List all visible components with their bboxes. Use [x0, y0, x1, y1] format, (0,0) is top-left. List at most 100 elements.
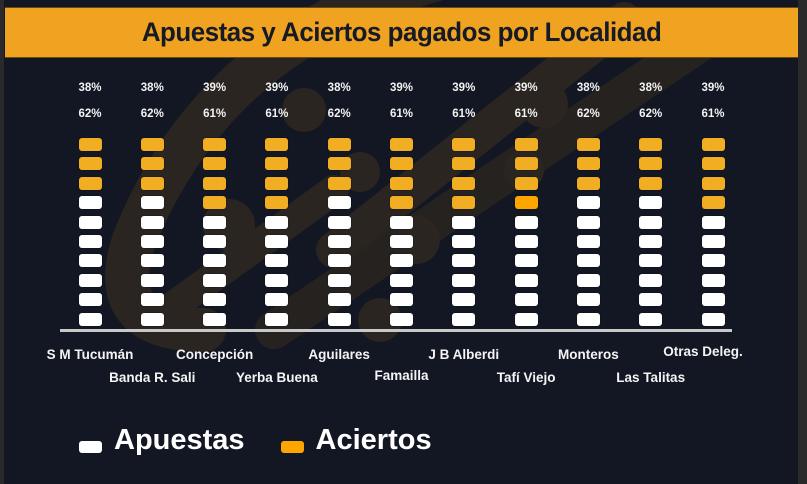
- apuestas-block: [140, 273, 164, 287]
- aciertos-block: [390, 176, 413, 190]
- aciertos-block: [576, 157, 600, 171]
- aciertos-block: [327, 157, 351, 171]
- category-label: Aguilares: [308, 347, 370, 362]
- apuestas-block: [327, 215, 351, 229]
- apuestas-block: [639, 196, 663, 210]
- aciertos-block: [140, 176, 164, 190]
- chart-title: Apuestas y Aciertos pagados por Localida…: [142, 17, 662, 47]
- column-8: 39% 61%: [501, 78, 551, 332]
- apuestas-block: [390, 293, 413, 307]
- block-stack: [140, 138, 164, 332]
- apuestas-block: [203, 293, 227, 307]
- apuestas-block: [514, 234, 538, 248]
- apuestas-block: [327, 254, 351, 268]
- legend-item-aciertos: Aciertos: [280, 424, 432, 457]
- apuestas-percent: 61%: [514, 108, 538, 120]
- apuestas-percent: 61%: [265, 108, 289, 120]
- category-label: Banda R. Sali: [109, 370, 196, 385]
- apuestas-block: [514, 254, 538, 268]
- legend-item-apuestas: Apuestas: [79, 424, 245, 457]
- aciertos-block: [576, 176, 600, 190]
- aciertos-block: [265, 138, 289, 151]
- apuestas-block: [639, 215, 663, 229]
- aciertos-block: [203, 157, 227, 171]
- apuestas-swatch-icon: [79, 440, 102, 453]
- apuestas-block: [140, 196, 164, 210]
- apuestas-block: [140, 254, 164, 268]
- column-9: 38% 62%: [563, 78, 613, 332]
- apuestas-block: [327, 234, 351, 248]
- apuestas-block: [576, 196, 600, 210]
- category-label: Las Talitas: [616, 370, 686, 385]
- aciertos-block: [514, 196, 538, 210]
- apuestas-block: [576, 254, 600, 268]
- apuestas-block: [140, 234, 164, 248]
- block-stack: [390, 138, 413, 332]
- aciertos-block: [265, 176, 289, 190]
- aciertos-block: [78, 157, 102, 171]
- category-label: Monteros: [558, 347, 619, 362]
- aciertos-block: [452, 138, 476, 151]
- apuestas-block: [701, 312, 725, 326]
- category-label: Yerba Buena: [235, 370, 318, 385]
- apuestas-block: [452, 234, 476, 248]
- aciertos-block: [390, 157, 413, 171]
- apuestas-block: [390, 273, 413, 287]
- apuestas-block: [701, 293, 725, 307]
- apuestas-block: [78, 254, 102, 268]
- aciertos-block: [327, 176, 351, 190]
- legend: Apuestas Aciertos: [79, 424, 468, 457]
- apuestas-block: [701, 234, 725, 248]
- aciertos-block: [265, 157, 289, 171]
- legend-label-apuestas: Apuestas: [114, 424, 245, 456]
- apuestas-percent: 61%: [452, 108, 476, 120]
- apuestas-block: [327, 312, 351, 326]
- category-label: Otras Deleg.: [663, 344, 743, 359]
- category-label: S M Tucumán: [46, 347, 134, 362]
- apuestas-block: [514, 293, 538, 307]
- column-10: 38% 62%: [626, 78, 676, 332]
- category-label: Famailla: [374, 368, 429, 383]
- category-label: Concepción: [175, 347, 254, 362]
- apuestas-block: [140, 293, 164, 307]
- aciertos-block: [701, 176, 725, 190]
- block-stack: [514, 138, 538, 332]
- category-label: Tafí Viejo: [496, 370, 556, 385]
- aciertos-block: [265, 196, 289, 210]
- block-stack: [327, 138, 351, 332]
- apuestas-block: [78, 215, 102, 229]
- block-stack: [639, 138, 663, 332]
- apuestas-block: [327, 293, 351, 307]
- aciertos-percent: 38%: [140, 82, 164, 94]
- aciertos-block: [514, 176, 538, 190]
- apuestas-block: [78, 196, 102, 210]
- title-banner: Apuestas y Aciertos pagados por Localida…: [5, 7, 798, 58]
- aciertos-block: [514, 138, 538, 151]
- apuestas-block: [78, 312, 102, 326]
- aciertos-percent: 39%: [203, 82, 227, 94]
- apuestas-block: [452, 293, 476, 307]
- apuestas-block: [639, 234, 663, 248]
- aciertos-percent: 38%: [327, 82, 351, 94]
- apuestas-percent: 62%: [639, 108, 663, 120]
- apuestas-percent: 61%: [389, 108, 414, 120]
- aciertos-block: [140, 157, 164, 171]
- apuestas-block: [327, 196, 351, 210]
- apuestas-block: [701, 254, 725, 268]
- aciertos-block: [203, 196, 227, 210]
- apuestas-percent: 62%: [327, 108, 351, 120]
- aciertos-block: [203, 138, 227, 151]
- aciertos-percent: 38%: [78, 82, 102, 94]
- block-stack: [78, 138, 102, 332]
- aciertos-block: [514, 157, 538, 171]
- apuestas-block: [452, 215, 476, 229]
- apuestas-block: [265, 215, 289, 229]
- block-stack: [701, 138, 725, 332]
- aciertos-swatch-icon: [280, 440, 304, 453]
- aciertos-block: [701, 138, 725, 151]
- aciertos-percent: 38%: [576, 82, 600, 94]
- apuestas-block: [452, 273, 476, 287]
- apuestas-block: [140, 312, 164, 326]
- apuestas-block: [265, 293, 289, 307]
- aciertos-block: [203, 176, 227, 190]
